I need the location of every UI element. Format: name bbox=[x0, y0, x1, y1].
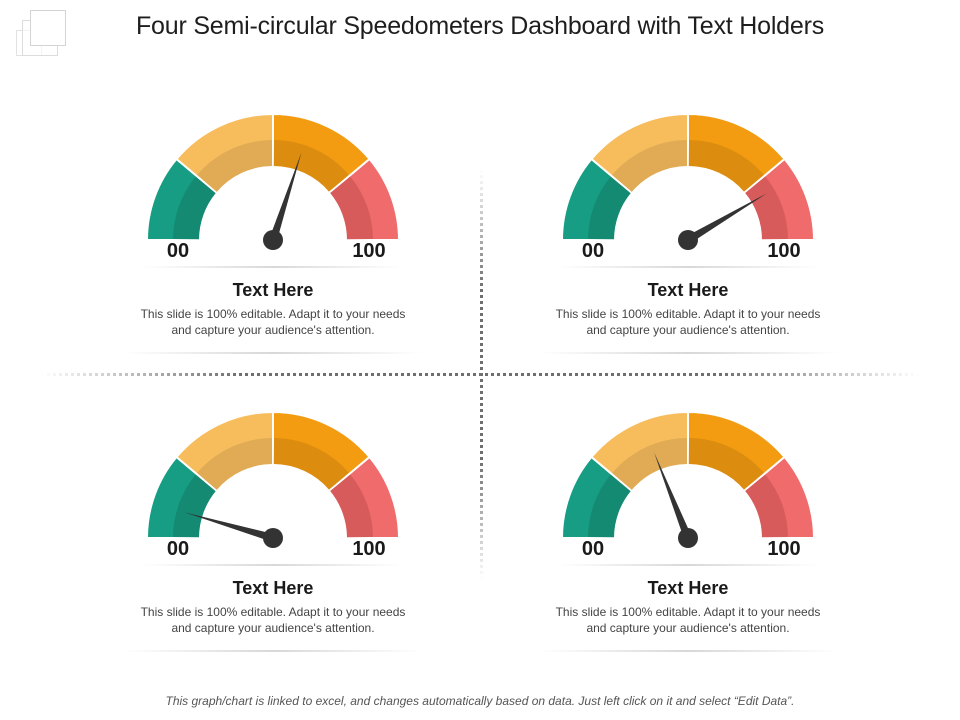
gauge-needle bbox=[269, 152, 302, 242]
speedometer-1: 00 100 Text Here This slide is 100% edit… bbox=[113, 112, 433, 372]
gauge-segment-red-inner bbox=[330, 474, 373, 538]
gauge-segment-orange-inner bbox=[273, 438, 349, 490]
gauge-segment-red-inner bbox=[330, 176, 373, 240]
gauge-hub bbox=[263, 230, 283, 250]
speedometer-4: 00 100 Text Here This slide is 100% edit… bbox=[528, 410, 848, 670]
gauge-hub bbox=[263, 528, 283, 548]
gauge-hub bbox=[678, 230, 698, 250]
gauge-min-label: 00 bbox=[166, 538, 190, 560]
gauge-dial bbox=[145, 112, 401, 250]
gauge-heading: Text Here bbox=[647, 578, 729, 598]
gauge-max-label: 100 bbox=[352, 240, 386, 262]
gauge-segment-yellow-inner bbox=[612, 140, 688, 192]
gauge-description: This slide is 100% editable. Adapt it to… bbox=[140, 307, 406, 337]
gauge-segment-orange-inner bbox=[273, 140, 349, 192]
vertical-divider bbox=[480, 170, 483, 580]
gauge-dial bbox=[560, 112, 816, 250]
gauge-heading: Text Here bbox=[232, 578, 314, 598]
gauge-description: This slide is 100% editable. Adapt it to… bbox=[140, 605, 406, 635]
gauge-dial bbox=[560, 410, 816, 548]
gauge-segment-teal-inner bbox=[173, 474, 216, 538]
footer-note: This graph/chart is linked to excel, and… bbox=[165, 694, 795, 708]
gauge-dial bbox=[145, 410, 401, 548]
speedometer-3: 00 100 Text Here This slide is 100% edit… bbox=[113, 410, 433, 670]
gauge-needle bbox=[654, 452, 692, 540]
gauge-needle bbox=[685, 193, 768, 244]
gauge-needle bbox=[184, 512, 275, 542]
gauge-segment-teal-inner bbox=[173, 176, 216, 240]
gauge-description: This slide is 100% editable. Adapt it to… bbox=[555, 307, 821, 337]
gauge-max-label: 100 bbox=[352, 538, 386, 560]
gauge-segment-yellow-inner bbox=[612, 438, 688, 490]
speedometer-2: 00 100 Text Here This slide is 100% edit… bbox=[528, 112, 848, 372]
gauge-segment-yellow-inner bbox=[197, 140, 273, 192]
gauge-description: This slide is 100% editable. Adapt it to… bbox=[555, 605, 821, 635]
gauge-segment-red-inner bbox=[745, 474, 788, 538]
gauge-segment-teal-inner bbox=[588, 474, 631, 538]
gauge-max-label: 100 bbox=[767, 240, 801, 262]
gauge-min-label: 00 bbox=[581, 240, 605, 262]
gauge-hub bbox=[678, 528, 698, 548]
gauge-heading: Text Here bbox=[232, 280, 314, 300]
gauge-min-label: 00 bbox=[581, 538, 605, 560]
gauge-segment-teal-inner bbox=[588, 176, 631, 240]
gauge-min-label: 00 bbox=[166, 240, 190, 262]
gauge-max-label: 100 bbox=[767, 538, 801, 560]
gauge-segment-red-inner bbox=[745, 176, 788, 240]
page-title: Four Semi-circular Speedometers Dashboar… bbox=[135, 12, 825, 40]
logo-icon bbox=[14, 8, 66, 64]
gauge-segment-yellow-inner bbox=[197, 438, 273, 490]
gauge-segment-orange-inner bbox=[688, 140, 764, 192]
gauge-segment-orange-inner bbox=[688, 438, 764, 490]
gauge-heading: Text Here bbox=[647, 280, 729, 300]
